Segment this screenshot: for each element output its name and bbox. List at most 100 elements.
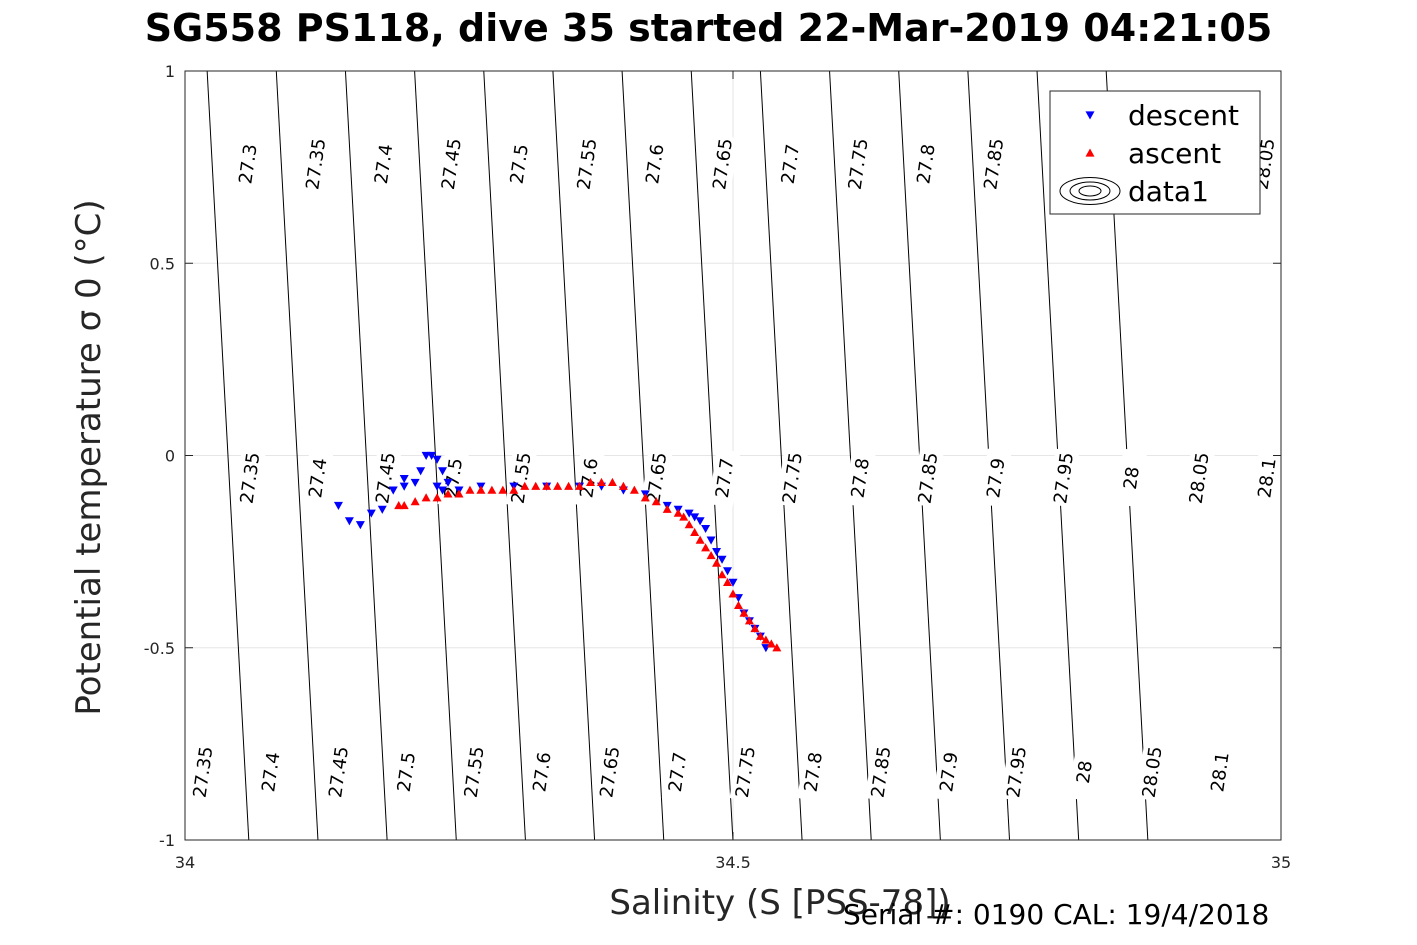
y-tick-label: 1 — [165, 62, 175, 81]
contour-label-bottom: 28 — [1073, 759, 1097, 785]
contour-label-group: 27.7 — [661, 742, 694, 802]
ascent-point — [509, 485, 519, 494]
isopycnal-line — [275, 70, 319, 841]
contour-label-bg — [571, 134, 603, 194]
ascent-point — [728, 589, 738, 598]
contour-label-bg — [729, 742, 762, 802]
contour-label-bg — [641, 448, 673, 508]
y-tick-label: 0.5 — [150, 254, 175, 273]
ascent-point — [766, 639, 776, 648]
contour-label-bg — [1115, 448, 1148, 508]
contour-label-bg — [1204, 742, 1236, 802]
contour-label-group: 28.1 — [1204, 742, 1236, 802]
descent-point — [427, 451, 437, 460]
ascent-point — [542, 481, 552, 490]
contour-label-group: 27.3 — [232, 134, 264, 194]
contour-label-bg — [1136, 742, 1168, 802]
contour-label-group: 27.75 — [729, 742, 762, 802]
contour-label-group: 28 — [1068, 742, 1101, 802]
descent-point — [399, 474, 409, 484]
ascent-point — [476, 485, 486, 494]
contour-label-bg — [844, 448, 876, 508]
ascent-point — [575, 481, 585, 490]
contour-label-bg — [187, 742, 219, 802]
ascent-point — [712, 558, 722, 567]
contour-label-bg — [594, 742, 626, 802]
contour-label-group: 27.4 — [367, 134, 400, 194]
descent-point — [443, 478, 453, 487]
contour-label-bg — [708, 448, 741, 508]
contour-label-group: 27.35 — [187, 742, 219, 802]
contour-label-group: 27.95 — [1047, 448, 1080, 508]
isopycnal-line — [206, 70, 250, 841]
contour-label-bg — [842, 134, 874, 194]
isopycnal-line — [344, 70, 388, 841]
legend-box — [1049, 90, 1261, 215]
contour-label-group: 27.45 — [322, 742, 355, 802]
contour-label-group: 27.85 — [912, 448, 944, 508]
contour-label-bg — [300, 134, 332, 194]
ascent-point — [564, 481, 574, 490]
ascent-point — [487, 485, 497, 494]
descent-point — [684, 509, 694, 518]
ascent-point — [553, 481, 563, 490]
contour-label-group: 27.45 — [369, 448, 402, 508]
ascent-point — [673, 508, 683, 517]
ascent-point — [465, 485, 475, 494]
contour-label-bg — [435, 134, 468, 194]
x-tick-label: 34.5 — [715, 853, 751, 872]
descent-point — [712, 548, 722, 557]
data-points — [333, 451, 782, 653]
descent-point — [438, 467, 448, 476]
ascent-point — [454, 489, 464, 498]
descent-point — [333, 501, 343, 510]
y-axis-label: Potential temperature σ 0 (°C) — [69, 199, 109, 715]
contour-label-bg — [865, 742, 897, 802]
contour-label-group: 27.95 — [1000, 742, 1033, 802]
sigma0-contours: 27.3 27.35 27.4 27.45 27.5 27.55 27.6 27.65 27.7… — [187, 70, 1283, 841]
isopycnal-line — [829, 70, 872, 841]
ascent-point — [701, 543, 711, 552]
contour-label-bg — [797, 742, 829, 802]
contour-label-group: 27.55 — [571, 134, 603, 194]
contour-label-bg — [367, 134, 400, 194]
descent-point — [377, 505, 387, 514]
descent-point — [701, 524, 711, 534]
contour-label-group: 27.55 — [505, 448, 537, 508]
legend-label-data1: data1 — [1128, 175, 1209, 208]
ascent-point — [498, 485, 508, 494]
isopycnal-line — [552, 70, 596, 841]
contour-label-bg — [776, 448, 809, 508]
legend: descent ascent data1 — [1049, 90, 1261, 215]
ascent-point — [443, 489, 453, 498]
contour-label-bg — [255, 742, 287, 802]
contour-label-bg — [526, 742, 558, 802]
descent-point — [728, 578, 738, 587]
contour-label-group: 27.4 — [255, 742, 287, 802]
isopycnal-line — [414, 70, 457, 841]
isopycnal-line — [483, 70, 526, 841]
chart-title: SG558 PS118, dive 35 started 22-Mar-2019… — [144, 6, 1273, 50]
descent-point — [432, 455, 442, 464]
ascent-point — [651, 497, 661, 506]
descent-point — [690, 513, 700, 522]
ascent-point — [531, 481, 541, 490]
descent-point — [355, 521, 365, 530]
contour-label-bg — [1251, 448, 1283, 508]
contour-label-group: 27.9 — [980, 448, 1012, 508]
contour-label-bg — [933, 742, 965, 802]
axis-ticks: 34 34.5 35 1 0.5 0 -0.5 -1 — [144, 62, 1291, 872]
contour-label-bg — [910, 134, 942, 194]
ascent-point — [690, 527, 700, 536]
ascent-point — [706, 550, 716, 560]
contour-label-bg — [1068, 742, 1101, 802]
ascent-point — [421, 493, 431, 502]
contour-label-bg — [980, 448, 1012, 508]
contour-label-bg — [302, 448, 334, 508]
ascent-point — [662, 504, 672, 513]
contour-label-bg — [978, 134, 1010, 194]
legend-label-ascent: ascent — [1128, 137, 1221, 170]
contour-label-group: 27.55 — [458, 742, 490, 802]
isopycnal-line — [690, 70, 734, 841]
